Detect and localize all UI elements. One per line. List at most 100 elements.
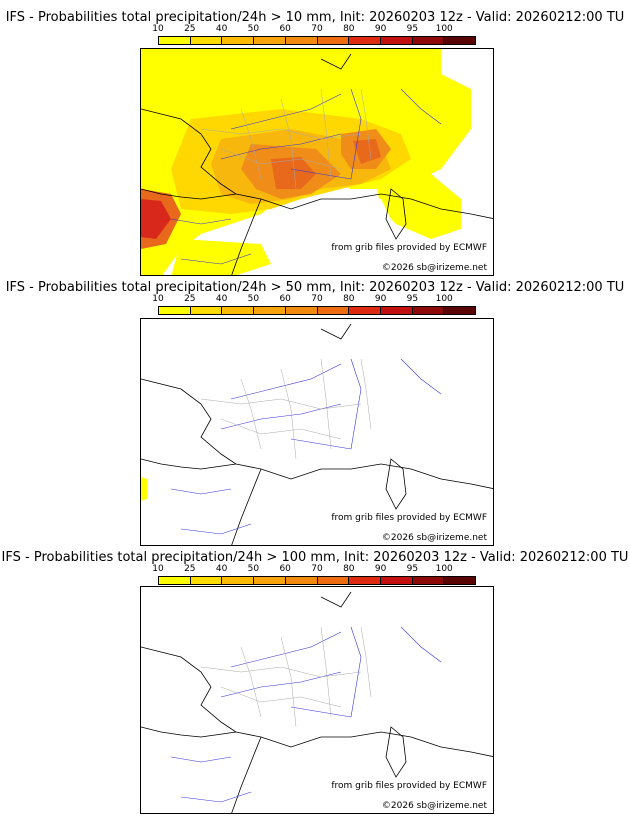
legend-swatch	[222, 37, 255, 44]
red-area-pyrenees	[141, 199, 171, 239]
legend-tick-label: 60	[279, 564, 291, 574]
legend-tick-label: 80	[343, 564, 355, 574]
rivers	[170, 358, 442, 535]
legend-labels: 10 25 40 50 60 70 80 90 95 100	[152, 294, 476, 305]
legend-swatch	[380, 577, 413, 584]
legend-swatch	[159, 577, 191, 584]
legend-swatch	[349, 577, 381, 584]
legend-tick-label: 90	[374, 24, 387, 34]
legend-tick-label: 10	[152, 294, 164, 304]
legend-tick-label: 25	[184, 564, 196, 574]
legend-color-bar	[158, 306, 476, 315]
rivers	[170, 626, 442, 803]
admin-borders	[200, 358, 372, 460]
admin-borders	[200, 626, 372, 728]
admin-borders	[200, 88, 372, 190]
legend-swatch	[380, 307, 413, 314]
legend-swatch	[317, 577, 350, 584]
legend-swatch	[444, 577, 476, 584]
coastline	[141, 323, 493, 545]
legend-swatch	[412, 37, 445, 44]
legend-swatch	[285, 307, 318, 314]
legend-tick-label: 60	[279, 294, 291, 304]
legend-tick-label: 50	[247, 294, 260, 304]
panel-100mm: IFS - Probabilities total precipitation/…	[0, 550, 630, 828]
legend-tick-label: 80	[343, 294, 355, 304]
legend-swatch	[444, 37, 476, 44]
legend-swatch	[190, 37, 223, 44]
legend-swatch	[159, 37, 191, 44]
legend-tick-label: 95	[406, 564, 419, 574]
legend-tick-label: 50	[247, 24, 260, 34]
legend-tick-label: 90	[374, 564, 387, 574]
panel-title: IFS - Probabilities total precipitation/…	[5, 10, 625, 25]
legend-swatch	[285, 577, 318, 584]
legend-tick-label: 100	[435, 24, 453, 34]
panel-title: IFS - Probabilities total precipitation/…	[1, 550, 629, 565]
legend-swatch	[317, 307, 350, 314]
precipitation-probability-fill	[141, 49, 493, 275]
rivers	[170, 88, 442, 265]
map-canvas	[141, 587, 493, 813]
legend-tick-label: 95	[406, 24, 419, 34]
legend-tick-label: 95	[406, 294, 419, 304]
legend-tick-label: 40	[215, 564, 228, 574]
legend-swatch	[222, 577, 255, 584]
legend-swatch	[159, 307, 191, 314]
red-orange-alps	[353, 139, 381, 164]
legend-swatch	[254, 307, 286, 314]
yellow-area-pyrenees	[141, 477, 147, 501]
coastline	[141, 591, 493, 813]
panel-10mm: IFS - Probabilities total precipitation/…	[0, 10, 630, 280]
legend-tick-label: 70	[311, 564, 323, 574]
legend-labels: 10 25 40 50 60 70 80 90 95 100	[152, 24, 476, 35]
legend-tick-label: 80	[343, 24, 355, 34]
legend-swatch	[190, 307, 223, 314]
legend-tick-label: 10	[152, 564, 164, 574]
map-canvas	[141, 319, 493, 545]
probability-map: from grib files provided by ECMWF ©2026 …	[140, 586, 494, 814]
legend-swatch	[380, 37, 413, 44]
copyright: ©2026 sb@irizeme.net	[381, 533, 487, 543]
legend-tick-label: 25	[184, 24, 196, 34]
legend-swatch	[254, 577, 286, 584]
coastline	[141, 53, 493, 275]
legend-tick-label: 10	[152, 24, 164, 34]
legend-tick-label: 40	[215, 24, 228, 34]
legend-swatch	[349, 37, 381, 44]
legend-swatch	[190, 577, 223, 584]
probability-map: from grib files provided by ECMWF ©2026 …	[140, 318, 494, 546]
white-gap-mediterranean	[271, 199, 391, 275]
legend-color-bar	[158, 36, 476, 45]
legend-swatch	[444, 307, 476, 314]
legend-tick-label: 100	[435, 564, 453, 574]
copyright: ©2026 sb@irizeme.net	[381, 801, 487, 811]
legend-swatch	[412, 307, 445, 314]
source-credit: from grib files provided by ECMWF	[331, 513, 487, 523]
probability-legend: 10 25 40 50 60 70 80 90 95 100	[152, 24, 476, 50]
precipitation-probability-fill	[141, 587, 493, 813]
legend-tick-label: 50	[247, 564, 260, 574]
probability-legend: 10 25 40 50 60 70 80 90 95 100	[152, 294, 476, 320]
legend-tick-label: 60	[279, 24, 291, 34]
legend-color-bar	[158, 576, 476, 585]
legend-swatch	[349, 307, 381, 314]
red-orange-area	[271, 157, 316, 189]
legend-swatch	[412, 577, 445, 584]
source-credit: from grib files provided by ECMWF	[331, 243, 487, 253]
legend-tick-label: 25	[184, 294, 196, 304]
legend-swatch	[254, 37, 286, 44]
legend-swatch	[222, 307, 255, 314]
yellow-area-south	[171, 239, 271, 275]
probability-legend: 10 25 40 50 60 70 80 90 95 100	[152, 564, 476, 590]
yellow-area-corsica	[376, 174, 461, 239]
map-canvas	[141, 49, 493, 275]
legend-tick-label: 70	[311, 294, 323, 304]
legend-tick-label: 70	[311, 24, 323, 34]
source-credit: from grib files provided by ECMWF	[331, 781, 487, 791]
panel-title: IFS - Probabilities total precipitation/…	[5, 280, 625, 295]
legend-tick-label: 40	[215, 294, 228, 304]
legend-tick-label: 90	[374, 294, 387, 304]
probability-map: from grib files provided by ECMWF ©2026 …	[140, 48, 494, 276]
panel-50mm: IFS - Probabilities total precipitation/…	[0, 280, 630, 550]
